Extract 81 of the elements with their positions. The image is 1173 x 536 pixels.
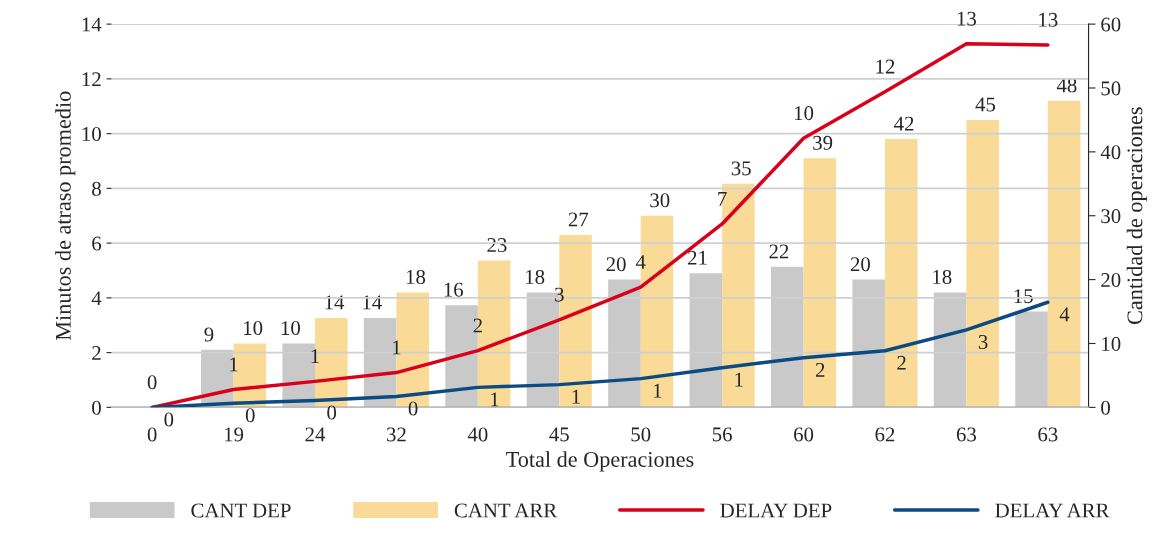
- x-tick-label: 50: [631, 427, 651, 442]
- x-tick-label: 40: [467, 427, 488, 442]
- legend-label: DELAY ARR: [995, 503, 1110, 518]
- data-label: 9: [204, 327, 214, 342]
- data-label: 1: [572, 389, 580, 404]
- data-label: 0: [245, 408, 255, 423]
- data-label: 4: [635, 255, 646, 269]
- data-label: 0: [147, 375, 157, 390]
- data-label: 4: [1059, 307, 1070, 322]
- data-label: 39: [813, 135, 833, 150]
- data-label: 18: [526, 269, 545, 284]
- x-tick-label: 19: [224, 427, 244, 442]
- bar: [803, 158, 837, 408]
- data-label: 3: [555, 287, 564, 302]
- data-label: 2: [473, 318, 482, 333]
- x-tick-label: 63: [1038, 427, 1058, 442]
- data-label: 7: [718, 191, 727, 206]
- data-label: 42: [894, 116, 914, 131]
- y2-tick-label: 20: [1101, 272, 1121, 288]
- data-label: 1: [311, 349, 319, 364]
- y-tick-label: 10: [82, 126, 101, 142]
- x-tick-label: 60: [794, 427, 814, 442]
- x-tick-label: 32: [387, 427, 406, 442]
- data-label: 48: [1056, 78, 1077, 93]
- data-label: 13: [1039, 12, 1058, 27]
- data-label: 1: [735, 372, 743, 387]
- data-label: 45: [975, 97, 996, 112]
- data-label: 1: [393, 340, 401, 355]
- data-label: 23: [487, 238, 507, 253]
- data-label: 22: [769, 244, 789, 259]
- y2-tick-label: 40: [1100, 145, 1121, 160]
- bar: [966, 119, 999, 408]
- y-tick-label: 4: [91, 291, 102, 306]
- data-label: 1: [230, 357, 238, 372]
- data-label: 1: [491, 392, 499, 407]
- legend-label: DELAY DEP: [720, 503, 832, 518]
- x-tick-label: 24: [305, 427, 326, 442]
- data-label: 2: [815, 362, 825, 377]
- y2-tick-label: 60: [1101, 17, 1121, 32]
- y-tick-label: 6: [92, 236, 102, 251]
- y2-tick-label: 0: [1101, 400, 1110, 415]
- data-label: 20: [606, 257, 626, 272]
- data-label: 18: [933, 269, 952, 284]
- data-label: 21: [688, 250, 707, 265]
- legend-label: CANT DEP: [191, 503, 291, 518]
- data-label: 20: [850, 257, 870, 272]
- data-label: 30: [650, 193, 670, 208]
- x-axis-title: Total de Operaciones: [506, 451, 694, 472]
- data-label: 0: [327, 405, 337, 420]
- y-tick-label: 12: [82, 72, 101, 87]
- data-label: 2: [897, 355, 906, 370]
- y2-axis-title: Cantidad de operaciones: [1126, 107, 1147, 325]
- y-tick-label: 14: [82, 17, 102, 32]
- x-tick-label: 56: [712, 427, 732, 442]
- data-label: 13: [957, 11, 977, 26]
- x-tick-label: 63: [956, 427, 977, 442]
- data-label: 0: [408, 401, 418, 416]
- x-tick-label: 62: [875, 427, 895, 442]
- x-tick-label: 0: [147, 427, 157, 442]
- bar: [1047, 100, 1081, 408]
- data-label: 3: [978, 334, 988, 349]
- legend-label: CANT ARR: [454, 503, 558, 518]
- data-label: 16: [444, 282, 464, 297]
- data-label: 1: [653, 383, 662, 398]
- data-label: 27: [568, 212, 589, 227]
- data-label: 18: [406, 269, 426, 284]
- y-axis-title: Minutos de atraso promedio: [55, 91, 76, 341]
- x-tick-label: 45: [549, 427, 569, 442]
- y-tick-label: 2: [92, 346, 101, 360]
- data-label: 35: [731, 161, 751, 176]
- data-label: 0: [164, 412, 174, 427]
- y-tick-label: 0: [92, 400, 101, 415]
- bar: [884, 139, 918, 408]
- data-label: 10: [794, 106, 814, 121]
- y-tick-label: 8: [92, 181, 101, 196]
- data-label: 10: [244, 321, 263, 336]
- y2-tick-label: 30: [1101, 209, 1121, 224]
- y2-tick-label: 50: [1101, 81, 1121, 96]
- data-label: 12: [876, 59, 895, 74]
- data-label: 10: [281, 321, 300, 336]
- y2-tick-label: 10: [1102, 336, 1121, 351]
